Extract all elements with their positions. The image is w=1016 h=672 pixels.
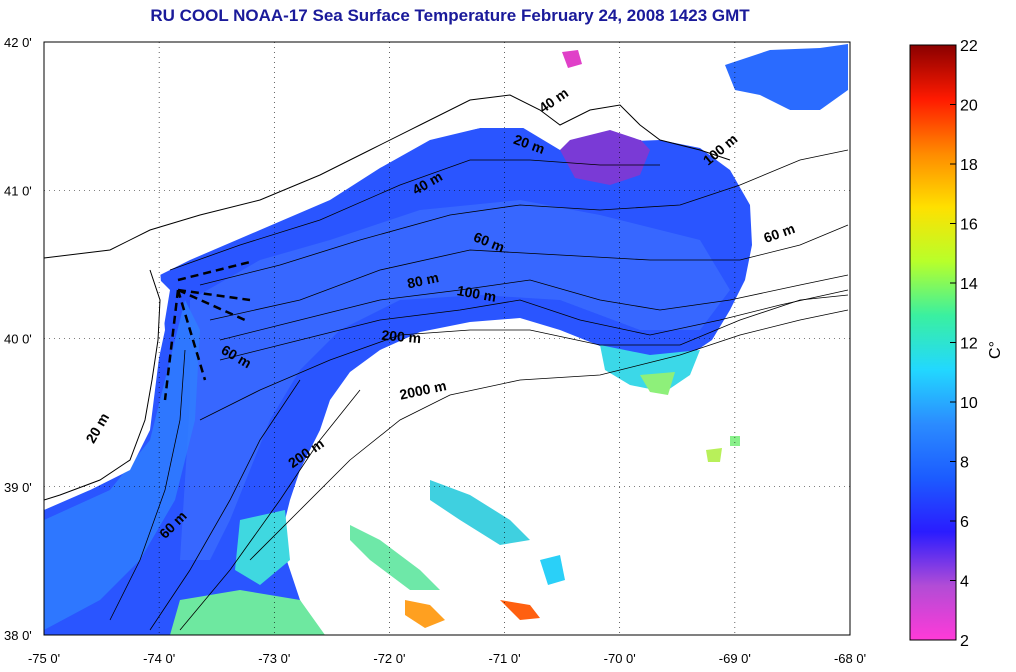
colorbar-tick-label: 6 xyxy=(960,514,969,531)
colorbar-tick-label: 4 xyxy=(960,574,969,591)
land-cape-cod-north xyxy=(610,42,848,190)
inner-shelf-band xyxy=(180,200,730,560)
colorbar: 2 4 6 8 10 12 14 16 18 20 22 C° xyxy=(909,38,1004,650)
lon-tick-label: -71 0' xyxy=(489,651,521,666)
dashed-sampling-lines xyxy=(163,260,251,401)
latitude-tick-labels: 42 0' 41 0' 40 0' 39 0' 38 0' xyxy=(4,35,32,643)
cool-water-spot xyxy=(562,50,582,68)
contour-label: 100 m xyxy=(456,282,498,305)
shelf-break-green xyxy=(640,372,675,395)
lat-tick-label: 38 0' xyxy=(4,628,32,643)
colorbar-bar xyxy=(909,44,957,641)
contour-60m-south xyxy=(149,379,301,631)
map-title: RU COOL NOAA-17 Sea Surface Temperature … xyxy=(150,6,750,25)
contour-lines xyxy=(44,94,849,631)
colorbar-tick-label: 10 xyxy=(960,395,978,412)
plot-frame xyxy=(43,41,851,636)
lon-tick-label: -69 0' xyxy=(719,651,751,666)
shelf-break-warm-edge xyxy=(600,345,700,392)
land-new-jersey xyxy=(44,260,170,500)
contour-40m xyxy=(199,149,849,286)
colorbar-tick-label: 20 xyxy=(960,98,978,115)
lon-tick-label: -68 0' xyxy=(834,651,866,666)
longitude-tick-labels: -75 0' -74 0' -73 0' -72 0' -71 0' -70 0' -69 … xyxy=(28,651,866,666)
southern-warm-edge xyxy=(170,590,325,635)
colorbar-tick-labels: 2 4 6 8 10 12 14 16 18 20 22 xyxy=(950,38,978,650)
lon-tick-label: -70 0' xyxy=(604,651,636,666)
offshore-warm-spot xyxy=(405,600,445,628)
colorbar-tick-label: 12 xyxy=(960,336,978,353)
lon-tick-label: -74 0' xyxy=(143,651,175,666)
lon-tick-label: -75 0' xyxy=(28,651,60,666)
contour-20m xyxy=(169,159,660,271)
coastline xyxy=(44,94,731,259)
contour-label: 80 m xyxy=(406,269,441,291)
colorbar-tick-label: 8 xyxy=(960,455,969,472)
contour-200m xyxy=(199,294,849,421)
lat-tick-label: 42 0' xyxy=(4,35,32,50)
colorbar-tick-label: 16 xyxy=(960,217,978,234)
coastline-nj xyxy=(44,269,161,501)
contour-label: 200 m xyxy=(381,327,422,346)
lat-tick-label: 41 0' xyxy=(4,183,32,198)
gulf-maine-patch xyxy=(725,44,848,110)
colorbar-unit-label: C° xyxy=(987,341,1004,359)
colorbar-tick-label: 2 xyxy=(960,633,969,650)
lon-tick-label: -73 0' xyxy=(258,651,290,666)
contour-60m xyxy=(209,224,849,321)
offshore-streamer-3 xyxy=(540,555,565,585)
lat-tick-label: 39 0' xyxy=(4,480,32,495)
offshore-warm-spot-2 xyxy=(500,600,540,620)
nearshore-band xyxy=(44,300,200,630)
offshore-streamer-2 xyxy=(350,525,440,590)
sst-field xyxy=(44,42,848,635)
colorbar-tick-label: 14 xyxy=(960,276,978,293)
contour-200m-south xyxy=(179,389,361,631)
lon-tick-label: -72 0' xyxy=(373,651,405,666)
contour-2000m xyxy=(249,309,849,561)
land-new-england xyxy=(44,42,660,280)
offshore-streamer-1 xyxy=(430,480,530,545)
colorbar-tick-label: 18 xyxy=(960,157,978,174)
contour-80m xyxy=(219,274,849,341)
offshore-spot-4 xyxy=(706,448,722,462)
offshore-spot-5 xyxy=(730,436,740,446)
contour-20m-south xyxy=(109,349,186,621)
contour-100m xyxy=(219,289,849,361)
lat-tick-label: 40 0' xyxy=(4,332,32,347)
colorbar-tick-label: 22 xyxy=(960,38,978,55)
